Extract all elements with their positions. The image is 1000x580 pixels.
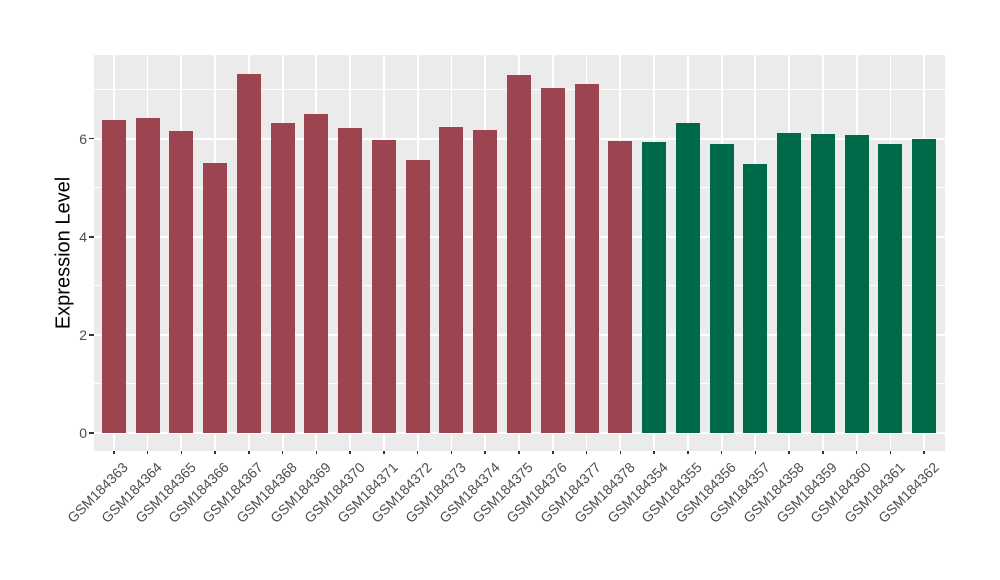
y-tick-mark <box>89 236 94 238</box>
x-tick-mark <box>619 450 622 454</box>
x-tick-mark <box>653 450 655 454</box>
x-tick-mark <box>889 450 892 454</box>
x-tick-mark <box>281 450 284 454</box>
y-tick-mark <box>89 137 94 140</box>
x-tick-mark <box>754 450 757 454</box>
bar-GSM184377 <box>574 84 599 433</box>
y-tick-label: 4 <box>79 228 87 245</box>
plot-panel <box>93 55 945 451</box>
bar-GSM184371 <box>371 139 396 433</box>
x-tick-mark <box>855 450 858 454</box>
y-tick-mark <box>89 432 94 434</box>
bar-GSM184357 <box>743 164 768 433</box>
y-axis-title: Expression Level <box>52 176 75 330</box>
bar-GSM184361 <box>878 144 903 433</box>
x-tick-mark <box>146 450 149 454</box>
x-tick-mark <box>551 450 554 454</box>
x-tick-mark <box>416 450 419 454</box>
x-tick-mark <box>923 450 926 454</box>
bar-GSM184360 <box>844 135 869 433</box>
bar-GSM184367 <box>236 74 261 433</box>
y-tick-label: 2 <box>79 326 87 343</box>
bar-GSM184359 <box>810 133 835 433</box>
gridline-major <box>93 432 945 434</box>
bar-GSM184373 <box>439 126 464 433</box>
bar-GSM184358 <box>777 132 802 433</box>
bar-GSM184368 <box>270 123 295 433</box>
x-tick-mark <box>248 450 250 454</box>
x-tick-mark <box>720 450 723 454</box>
bar-GSM184355 <box>675 122 700 433</box>
bar-GSM184363 <box>101 120 126 433</box>
x-tick-mark <box>788 450 790 454</box>
bar-GSM184372 <box>405 160 430 433</box>
y-tick-label: 0 <box>79 425 87 441</box>
x-tick-mark <box>180 450 183 454</box>
x-tick-mark <box>822 450 824 454</box>
x-tick-mark <box>214 450 216 454</box>
y-tick-mark <box>89 334 94 336</box>
bar-GSM184375 <box>507 74 531 433</box>
bar-GSM184376 <box>540 88 565 433</box>
bar-GSM184369 <box>304 113 329 433</box>
x-tick-mark <box>349 450 351 454</box>
x-tick-mark <box>112 450 115 454</box>
x-tick-mark <box>585 450 588 454</box>
bar-GSM184362 <box>912 138 937 433</box>
bar-GSM184370 <box>338 127 363 433</box>
bar-GSM184364 <box>135 118 160 433</box>
y-tick-label: 6 <box>79 130 87 147</box>
bar-GSM184356 <box>709 143 734 433</box>
x-tick-mark <box>484 450 487 454</box>
x-tick-mark <box>687 450 689 454</box>
bar-GSM184378 <box>608 140 633 433</box>
bar-GSM184374 <box>473 129 498 433</box>
bar-GSM184365 <box>169 131 194 433</box>
x-tick-mark <box>383 450 385 454</box>
bar-GSM184354 <box>642 142 667 433</box>
x-tick-mark <box>315 450 318 454</box>
x-tick-mark <box>518 450 520 454</box>
bar-GSM184366 <box>203 163 228 433</box>
x-tick-mark <box>450 450 453 454</box>
